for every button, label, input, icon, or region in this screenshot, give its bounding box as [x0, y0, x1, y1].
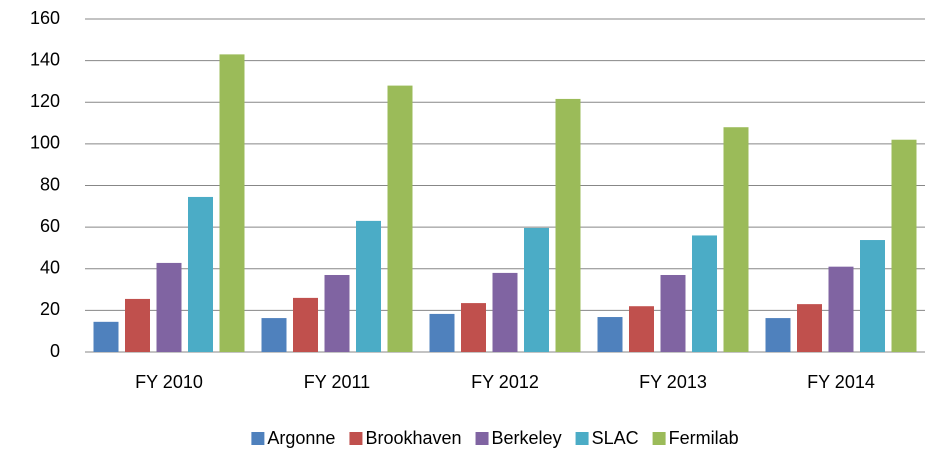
- x-tick-label: FY 2012: [471, 372, 539, 392]
- bar: [125, 298, 150, 352]
- bar: [891, 139, 917, 352]
- bar: [723, 127, 749, 352]
- bar: [219, 54, 245, 352]
- x-tick-label: FY 2010: [135, 372, 203, 392]
- y-tick-label: 0: [50, 341, 60, 361]
- y-tick-label: 20: [40, 299, 60, 319]
- legend-swatch: [349, 432, 363, 445]
- bar: [524, 227, 549, 352]
- y-tick-label: 60: [40, 216, 60, 236]
- y-tick-label: 120: [30, 91, 60, 111]
- bar: [156, 262, 182, 352]
- bar: [188, 196, 213, 352]
- legend-label: Argonne: [267, 428, 335, 448]
- bar: [555, 98, 581, 352]
- x-tick-label: FY 2014: [807, 372, 875, 392]
- bar: [797, 304, 822, 352]
- y-tick-label: 160: [30, 8, 60, 28]
- bar: [828, 266, 854, 352]
- bar: [597, 317, 623, 352]
- bar: [261, 318, 287, 352]
- legend-swatch: [251, 432, 265, 445]
- legend-swatch: [475, 432, 489, 445]
- x-tick-label: FY 2013: [639, 372, 707, 392]
- bar: [429, 313, 455, 352]
- bar: [324, 274, 350, 352]
- legend-swatch: [652, 432, 666, 445]
- bar: [356, 220, 381, 352]
- bar: [93, 321, 119, 352]
- bar: [765, 318, 791, 352]
- bar: [629, 306, 654, 352]
- x-tick-label: FY 2011: [304, 372, 370, 392]
- bar: [461, 303, 486, 352]
- bar: [492, 272, 518, 352]
- bar: [860, 240, 885, 352]
- legend-swatch: [575, 432, 589, 445]
- bar: [387, 85, 413, 352]
- y-tick-label: 40: [40, 258, 60, 278]
- y-tick-label: 100: [30, 133, 60, 153]
- y-tick-label: 140: [30, 49, 60, 69]
- y-tick-label: 80: [40, 174, 60, 194]
- bar: [660, 274, 686, 352]
- legend-label: Fermilab: [669, 428, 739, 448]
- legend-label: Berkeley: [492, 428, 562, 448]
- legend-label: SLAC: [592, 428, 639, 448]
- bar: [692, 235, 717, 352]
- bar: [293, 297, 318, 352]
- legend-label: Brookhaven: [365, 428, 461, 448]
